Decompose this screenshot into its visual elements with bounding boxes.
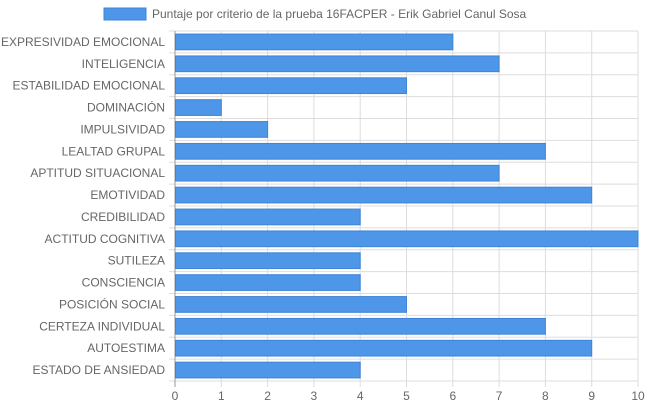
bar[interactable] bbox=[175, 121, 269, 138]
bar[interactable] bbox=[175, 296, 407, 313]
category-label: APTITUD SITUACIONAL bbox=[30, 166, 165, 180]
category-label: CONSCIENCIA bbox=[82, 276, 165, 290]
bar[interactable] bbox=[175, 339, 593, 357]
category-label: CERTEZA INDIVIDUAL bbox=[39, 319, 165, 333]
x-tick-label: 6 bbox=[449, 389, 456, 403]
x-tick-label: 5 bbox=[403, 389, 410, 403]
bar[interactable] bbox=[175, 274, 361, 291]
category-label: DOMINACIÓN bbox=[87, 100, 165, 115]
bars bbox=[175, 33, 639, 379]
bar[interactable] bbox=[175, 55, 500, 73]
x-tick-label: 10 bbox=[631, 389, 645, 403]
x-tick-label: 9 bbox=[588, 389, 595, 403]
category-label: INTELIGENCIA bbox=[82, 57, 165, 71]
bar[interactable] bbox=[175, 230, 639, 248]
legend-label: Puntaje por criterio de la prueba 16FACP… bbox=[152, 7, 527, 21]
category-label: EXPRESIVIDAD EMOCIONAL bbox=[1, 35, 165, 49]
x-tick-label: 4 bbox=[357, 389, 364, 403]
bar[interactable] bbox=[175, 99, 222, 116]
x-tick-label: 0 bbox=[172, 389, 179, 403]
bar[interactable] bbox=[175, 77, 407, 95]
category-label: CREDIBILIDAD bbox=[81, 210, 165, 224]
x-tick-label: 2 bbox=[264, 389, 271, 403]
category-label: LEALTAD GRUPAL bbox=[62, 144, 166, 158]
x-tick-label: 8 bbox=[542, 389, 549, 403]
bar[interactable] bbox=[175, 33, 454, 51]
legend[interactable]: Puntaje por criterio de la prueba 16FACP… bbox=[103, 7, 527, 21]
bar[interactable] bbox=[175, 208, 361, 226]
bar[interactable] bbox=[175, 164, 500, 182]
category-label: SUTILEZA bbox=[108, 254, 165, 268]
category-label: ACTITUD COGNITIVA bbox=[45, 232, 165, 246]
category-label: ESTADO DE ANSIEDAD bbox=[33, 363, 166, 377]
legend-swatch bbox=[103, 7, 147, 21]
x-tick-label: 1 bbox=[218, 389, 225, 403]
category-label: EMOTIVIDAD bbox=[90, 188, 165, 202]
x-tick-label: 3 bbox=[311, 389, 318, 403]
category-label: POSICIÓN SOCIAL bbox=[59, 296, 165, 311]
bar[interactable] bbox=[175, 252, 361, 270]
category-label: ESTABILIDAD EMOCIONAL bbox=[13, 79, 166, 93]
category-labels: EXPRESIVIDAD EMOCIONAL INTELIGENCIA ESTABI… bbox=[1, 35, 165, 377]
category-label: IMPULSIVIDAD bbox=[80, 122, 165, 136]
bar[interactable] bbox=[175, 361, 361, 379]
x-tick-label: 7 bbox=[496, 389, 503, 403]
bar[interactable] bbox=[175, 142, 546, 160]
bar[interactable] bbox=[175, 186, 593, 204]
x-axis-tick-labels: 0 1 2 3 4 5 6 7 8 9 10 bbox=[172, 389, 645, 403]
bar[interactable] bbox=[175, 317, 546, 335]
category-label: AUTOESTIMA bbox=[87, 341, 165, 355]
